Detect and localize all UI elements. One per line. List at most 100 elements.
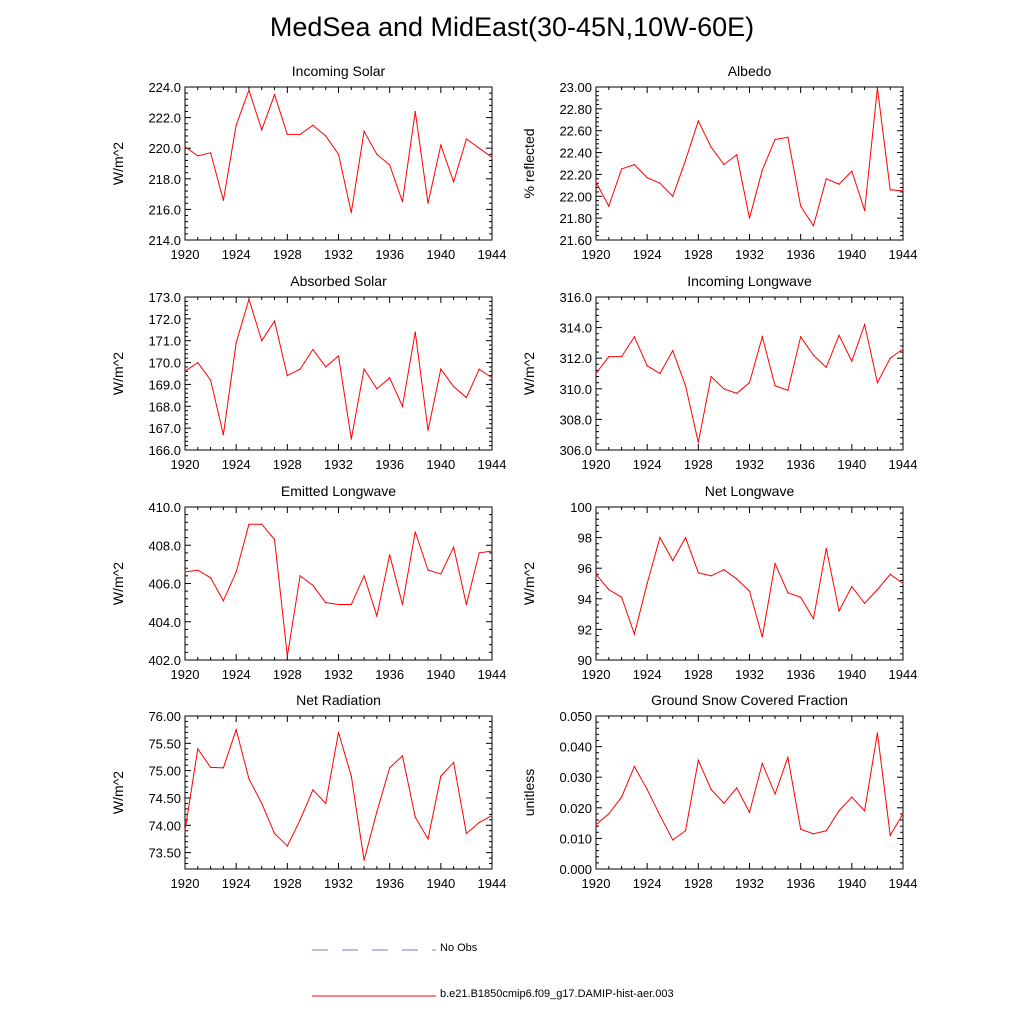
y-tick-label: 22.20 <box>559 167 592 182</box>
data-point <box>736 787 738 789</box>
data-point <box>684 537 687 539</box>
x-tick-label: 1944 <box>889 667 918 682</box>
data-point <box>595 181 597 183</box>
data-point <box>248 298 250 300</box>
panel-title: Emitted Longwave <box>281 483 396 499</box>
x-tick-label: 1940 <box>426 457 455 472</box>
y-tick-label: 0.010 <box>559 831 592 846</box>
x-tick-label: 1928 <box>273 876 302 891</box>
data-point <box>748 217 751 219</box>
data-point <box>620 168 623 170</box>
x-tick-label: 1936 <box>375 247 404 262</box>
data-point <box>453 181 455 183</box>
y-tick-label: 23.00 <box>559 80 592 95</box>
data-point <box>672 839 674 841</box>
data-point <box>337 355 340 357</box>
data-point <box>787 756 789 758</box>
legend-entry-obs: No Obs <box>312 942 477 958</box>
data-point <box>235 571 237 573</box>
data-point <box>248 523 250 525</box>
x-tick-label: 1932 <box>324 667 353 682</box>
data-point <box>235 729 237 731</box>
y-axis-label: W/m^2 <box>521 562 537 605</box>
data-point <box>453 386 455 388</box>
data-point <box>697 572 699 574</box>
data-point <box>710 375 712 378</box>
data-point <box>401 755 404 757</box>
data-point <box>222 434 224 436</box>
panel-albedo: Albedo 1920 1924 1928 1932 1936 1940 1944 21.60 2… <box>521 63 917 262</box>
data-point <box>684 385 687 387</box>
data-point <box>659 814 661 817</box>
y-tick-label: 312.0 <box>559 351 592 366</box>
data-point <box>620 596 623 598</box>
y-tick-label: 96 <box>578 561 592 576</box>
data-point <box>453 546 455 548</box>
data-point <box>273 94 276 96</box>
x-tick-label: 1924 <box>222 457 251 472</box>
y-tick-label: 224.0 <box>148 80 181 95</box>
series-line <box>595 536 904 638</box>
data-point <box>273 320 276 322</box>
series-line <box>184 88 493 213</box>
series-line <box>184 523 493 657</box>
data-point <box>608 356 610 358</box>
x-tick-label: 1928 <box>273 667 302 682</box>
y-tick-label: 308.0 <box>559 412 592 427</box>
data-point <box>748 811 751 813</box>
data-point <box>184 830 186 832</box>
data-point <box>440 775 442 777</box>
data-point <box>736 578 738 580</box>
data-point <box>838 610 840 612</box>
y-tick-label: 90 <box>578 653 592 668</box>
data-point <box>595 824 597 826</box>
x-tick-label: 1940 <box>426 876 455 891</box>
data-point <box>401 405 404 407</box>
data-point <box>312 124 314 126</box>
data-point <box>209 766 212 768</box>
data-point <box>889 189 891 191</box>
data-point <box>363 368 365 370</box>
data-point <box>800 828 802 830</box>
data-point <box>465 138 468 140</box>
panel-incoming-longwave: Incoming Longwave 1920 1924 1928 1932 1936 194… <box>521 273 917 472</box>
panel-incoming-solar: Incoming Solar 1920 1924 1928 1932 1936 1940 19… <box>110 63 506 262</box>
y-tick-label: 169.0 <box>148 377 181 392</box>
data-point <box>325 135 327 137</box>
legend-obs-swatch <box>312 949 436 951</box>
data-point <box>401 201 404 203</box>
data-point <box>350 438 352 440</box>
data-point <box>197 361 199 364</box>
data-point <box>851 360 853 362</box>
data-point <box>774 563 776 565</box>
x-tick-label: 1928 <box>684 667 713 682</box>
data-point <box>787 136 789 138</box>
data-point <box>312 584 314 587</box>
data-point <box>659 182 661 184</box>
data-point <box>465 603 468 606</box>
panel-title: Net Radiation <box>296 692 381 708</box>
data-point <box>465 832 468 835</box>
y-tick-label: 73.50 <box>148 846 181 861</box>
y-tick-label: 22.80 <box>559 102 592 117</box>
data-point <box>864 602 866 604</box>
data-point <box>876 732 879 734</box>
x-tick-label: 1920 <box>582 667 611 682</box>
x-tick-label: 1944 <box>889 457 918 472</box>
data-point <box>414 110 416 113</box>
x-tick-label: 1940 <box>837 247 866 262</box>
x-tick-label: 1928 <box>273 247 302 262</box>
data-point <box>697 441 699 443</box>
y-tick-label: 222.0 <box>148 111 181 126</box>
data-point <box>838 334 840 336</box>
data-point <box>222 767 224 769</box>
data-point <box>800 205 802 207</box>
y-tick-label: 0.030 <box>559 770 592 785</box>
data-point <box>286 133 288 136</box>
x-tick-label: 1920 <box>582 876 611 891</box>
data-point <box>608 589 610 591</box>
data-point <box>659 537 661 539</box>
data-point <box>646 365 648 367</box>
data-point <box>825 178 827 180</box>
x-tick-label: 1944 <box>478 247 507 262</box>
